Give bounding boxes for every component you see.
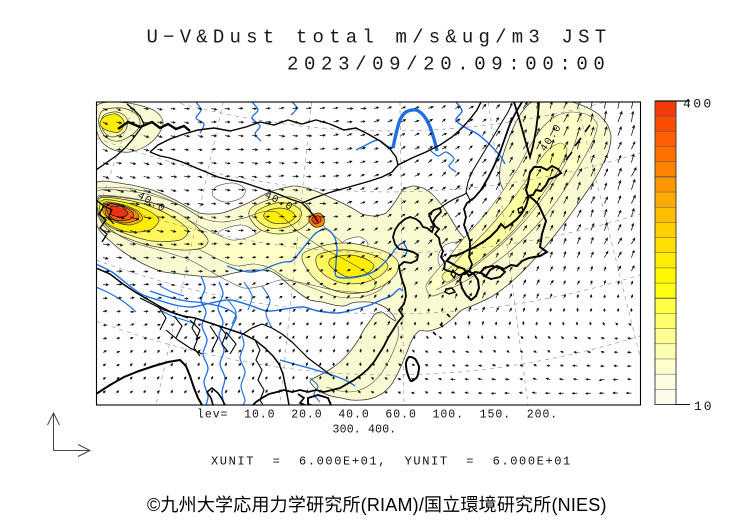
svg-text:©九州大学応用力学研究所(RIAM)/国立環境研究所(NIE: ©九州大学応用力学研究所(RIAM)/国立環境研究所(NIES) xyxy=(147,495,607,515)
svg-text:10: 10 xyxy=(694,399,714,414)
svg-text:U−V&Dust total m/s&ug/m3 JST: U−V&Dust total m/s&ug/m3 JST xyxy=(147,27,612,49)
svg-text:400: 400 xyxy=(683,97,714,112)
svg-text:lev= 10.0 20.0 40.0 60.0: lev= 10.0 20.0 40.0 60.0 100. 150. 200. xyxy=(197,409,558,422)
svg-text:300. 400.: 300. 400. xyxy=(333,424,397,437)
svg-text:2023/09/20.09:00:00: 2023/09/20.09:00:00 xyxy=(287,54,610,76)
svg-text:XUNIT = 6.000E+01, YUNIT =: XUNIT = 6.000E+01, YUNIT = 6.000E+01 xyxy=(211,455,572,469)
